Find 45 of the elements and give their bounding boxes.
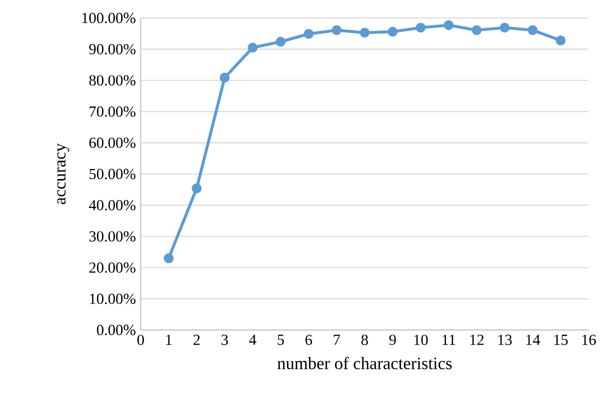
point [556,36,566,46]
x-tick-label: 3 [222,334,228,346]
point [192,183,202,194]
point [304,28,314,39]
y-tick-label: 90.00% [89,44,136,54]
y-tick-label: 60.00% [89,138,136,148]
point [472,25,482,36]
x-tick-label: 14 [526,334,540,345]
y-tick-label: 40.00% [88,200,136,210]
y-tick-label: 100.00% [82,12,136,24]
x-tick-label: 7 [334,334,340,345]
y-axis-title: accuracy [57,143,70,204]
point [360,28,370,38]
point [388,26,398,37]
y-tick-label: 50.00% [90,168,136,180]
x-axis-title: number of characteristics [277,356,452,370]
x-tick-label: 11 [442,334,456,345]
x-tick-label: 2 [194,334,200,345]
x-tick-label: 13 [498,334,512,346]
point [164,253,174,264]
y-tick-label: 80.00% [89,75,136,86]
x-tick-label: 9 [389,334,396,346]
y-tick-label: 20.00% [89,262,136,273]
x-tick-label: 5 [278,334,284,345]
x-tick-label: 6 [305,334,312,346]
x-tick-label: 1 [166,334,172,345]
x-tick-label: 12 [470,334,484,345]
x-tick-label: 0 [137,334,144,346]
x-tick-label: 4 [249,334,256,345]
point [332,25,342,36]
x-tick-label: 16 [582,334,596,346]
point [248,42,258,53]
x-tick-label: 8 [361,334,368,346]
point [528,25,538,36]
y-tick-label: 30.00% [89,231,136,242]
point [276,36,286,47]
point [444,20,454,30]
x-tick-label: 15 [554,334,568,345]
y-tick-label: 70.00% [90,106,136,117]
y-tick-label: 10.00% [90,294,136,304]
point [220,72,230,83]
y-tick-label: 0.00% [96,324,136,336]
x-tick-label: 10 [414,334,428,346]
point [500,22,510,33]
point [416,22,426,33]
